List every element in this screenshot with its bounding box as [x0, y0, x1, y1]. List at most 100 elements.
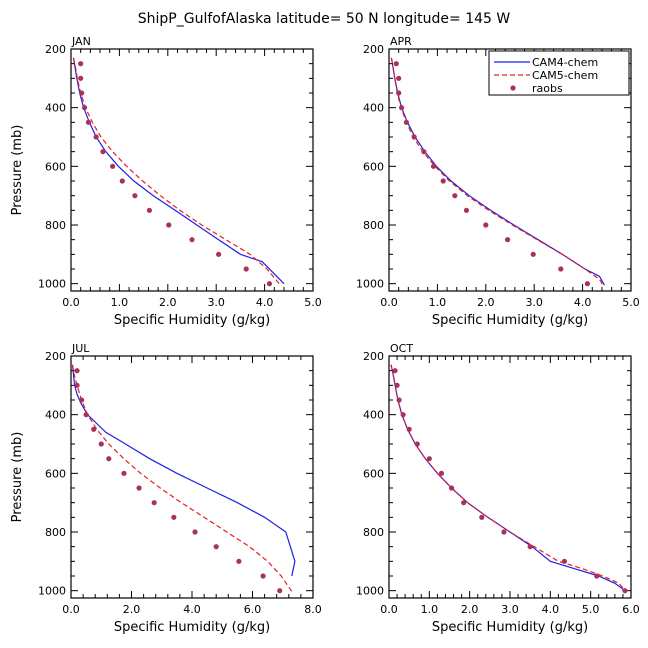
x-tick-label: 3.0 — [501, 603, 519, 616]
raobs-point — [426, 456, 432, 462]
raobs-point — [121, 470, 127, 476]
x-axis-label: Specific Humidity (g/kg) — [432, 620, 588, 635]
y-tick-label: 1000 — [356, 278, 384, 291]
cam4-chem-line — [71, 364, 296, 577]
raobs-point — [400, 412, 406, 418]
x-tick-label: 0.0 — [62, 603, 80, 616]
raobs-point — [448, 485, 455, 491]
raobs-point — [396, 397, 402, 403]
raobs-point — [100, 149, 106, 155]
y-tick-label: 200 — [45, 43, 66, 56]
x-tick-label: 0.0 — [62, 296, 80, 309]
raobs-point — [393, 61, 399, 67]
panel-oct: OCT 0.0 1.0 2.0 3.0 4.0 5.0 6.0 200 400 600 800 1000… — [356, 342, 640, 635]
raobs-point — [166, 222, 172, 228]
raobs-point — [396, 75, 402, 81]
y-tick-label: 400 — [363, 102, 384, 115]
raobs-point — [192, 529, 198, 535]
plot-frame — [70, 48, 314, 292]
cam5-chem-line — [71, 364, 294, 594]
x-tick-label: 1.0 — [421, 603, 439, 616]
raobs-point — [78, 397, 85, 403]
x-tick-label: 4.0 — [256, 296, 274, 309]
plot-frame — [388, 355, 632, 599]
y-tick-label: 400 — [45, 409, 66, 422]
raobs-point — [421, 149, 427, 155]
cam5-chem-line — [390, 364, 626, 592]
panel-label: APR — [390, 35, 412, 48]
y-tick-label: 1000 — [356, 585, 384, 598]
legend-raobs-marker — [510, 85, 516, 91]
x-tick-label: 4.0 — [183, 603, 201, 616]
raobs-point — [398, 105, 405, 111]
figure-title: ShipP_GulfofAlaska latitude= 50 N longit… — [138, 11, 511, 27]
y-tick-label: 800 — [45, 219, 66, 232]
raobs-point — [452, 193, 458, 199]
raobs-point — [461, 500, 467, 506]
raobs-point — [91, 426, 97, 432]
y-tick-label: 600 — [45, 160, 66, 173]
raobs-point — [530, 251, 536, 257]
x-axis-label: Specific Humidity (g/kg) — [114, 620, 270, 635]
raobs-point — [527, 544, 533, 550]
raobs-point — [79, 90, 85, 96]
y-tick-label: 1000 — [38, 278, 66, 291]
raobs-point — [98, 441, 104, 447]
raobs-point — [74, 368, 80, 374]
x-tick-label: 2.0 — [123, 603, 141, 616]
y-tick-label: 400 — [45, 102, 66, 115]
raobs-point — [236, 558, 242, 564]
cam4-chem-line — [72, 57, 285, 285]
x-tick-label: 2.0 — [477, 296, 495, 309]
panel-label: JUL — [71, 342, 90, 355]
x-axis-label: Specific Humidity (g/kg) — [114, 313, 270, 328]
plot-frame — [388, 48, 632, 292]
raobs-point — [558, 266, 564, 272]
x-tick-label: 3.0 — [207, 296, 225, 309]
raobs-point — [504, 237, 511, 243]
y-tick-label: 800 — [45, 526, 66, 539]
x-tick-label: 1.0 — [111, 296, 129, 309]
y-axis-label: Pressure (mb) — [10, 125, 25, 216]
raobs-point — [463, 207, 470, 213]
x-tick-label: 6.0 — [244, 603, 262, 616]
raobs-point — [119, 178, 125, 184]
raobs-point — [430, 163, 437, 169]
raobs-point — [483, 222, 489, 228]
raobs-point — [394, 382, 400, 388]
y-tick-label: 1000 — [38, 585, 66, 598]
raobs-point — [411, 134, 417, 140]
raobs-point — [81, 105, 88, 111]
x-tick-label: 6.0 — [622, 603, 640, 616]
y-tick-label: 200 — [363, 43, 384, 56]
raobs-point — [243, 266, 249, 272]
raobs-point — [561, 558, 568, 564]
legend-label: raobs — [532, 82, 563, 95]
cam5-chem-line — [390, 57, 604, 286]
x-tick-label: 2.0 — [461, 603, 479, 616]
y-tick-label: 600 — [363, 467, 384, 480]
raobs-point — [396, 90, 402, 96]
raobs-point — [146, 207, 153, 213]
raobs-point — [216, 251, 222, 257]
x-tick-label: 5.0 — [304, 296, 322, 309]
y-tick-label: 800 — [363, 526, 384, 539]
raobs-point — [93, 134, 99, 140]
y-tick-label: 200 — [45, 350, 66, 363]
raobs-point — [151, 500, 157, 506]
raobs-point — [266, 281, 273, 287]
raobs-point — [85, 119, 92, 125]
raobs-point — [414, 441, 420, 447]
raobs-point — [78, 75, 84, 81]
raobs-point — [78, 61, 84, 67]
raobs-point — [189, 237, 195, 243]
cam4-chem-line — [390, 364, 626, 592]
panel-apr: APR 0.0 1.0 2.0 3.0 4.0 5.0 200 400 600 800 1000 Spe… — [356, 35, 640, 328]
raobs-point — [83, 412, 89, 418]
y-tick-label: 800 — [363, 219, 384, 232]
raobs-point — [594, 573, 600, 579]
x-tick-label: 4.0 — [542, 603, 560, 616]
cam5-chem-line — [72, 57, 280, 285]
raobs-point — [438, 470, 445, 476]
